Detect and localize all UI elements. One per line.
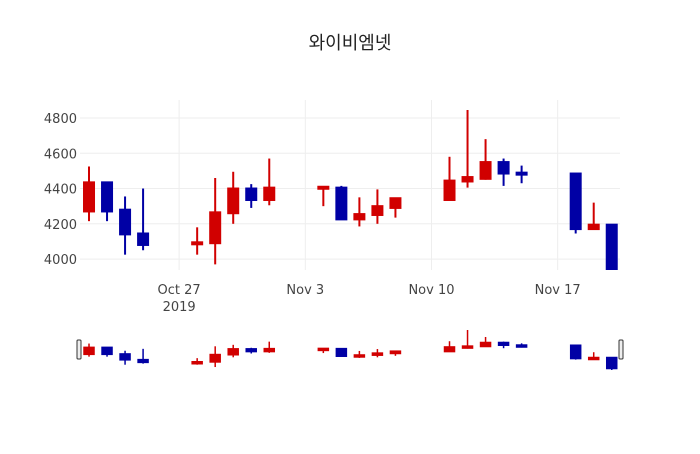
candle-body <box>227 187 240 215</box>
range-slider[interactable] <box>76 330 624 370</box>
candle-body <box>101 181 114 213</box>
candle-body <box>209 211 222 245</box>
slider-candle-body <box>497 341 510 346</box>
x-tick-label: Nov 3 <box>286 283 324 298</box>
candle-body <box>371 205 384 216</box>
candle-body <box>335 186 348 221</box>
slider-candle-body <box>227 348 239 356</box>
slider-candle-body <box>317 347 330 352</box>
slider-candle-body <box>119 353 131 361</box>
candle-body <box>569 172 582 231</box>
slider-handle-right[interactable] <box>618 339 624 360</box>
candle-body <box>83 181 96 213</box>
slider-candle-body <box>479 341 492 348</box>
y-tick-label: 4600 <box>44 147 77 162</box>
slider-candle-body <box>569 344 582 360</box>
candle-body <box>245 187 258 201</box>
candle-body <box>389 197 402 209</box>
x-tick-label: Nov 10 <box>408 283 454 298</box>
slider-candle-body <box>515 344 528 348</box>
slider-candle-body <box>605 356 618 370</box>
x-tick-label: Nov 17 <box>535 283 581 298</box>
x-axis: Oct 27 2019 Nov 3 Nov 10 Nov 17 <box>158 283 581 315</box>
candle-body <box>497 161 510 175</box>
candle-body <box>263 186 276 201</box>
candle-body <box>515 171 528 176</box>
candle-body <box>119 208 132 236</box>
candle-body <box>443 179 456 201</box>
candle-body <box>317 185 330 190</box>
y-tick-label: 4800 <box>44 112 77 127</box>
y-tick-label: 4000 <box>44 253 77 268</box>
slider-candle-body <box>245 348 257 353</box>
slider-candle-body <box>389 350 402 355</box>
slider-candle-body <box>443 346 456 353</box>
slider-candle-body <box>191 360 203 365</box>
x-tick-label: Oct 27 <box>158 283 201 298</box>
candle-body <box>461 176 474 183</box>
candle-body <box>353 213 366 221</box>
slider-handle-left[interactable] <box>76 339 82 360</box>
candle-body <box>605 223 618 270</box>
y-tick-label: 4200 <box>44 218 77 233</box>
candle-body <box>137 232 150 246</box>
slider-candle-body <box>461 345 474 349</box>
gridlines <box>80 100 620 270</box>
x-tick-sublabel: 2019 <box>163 300 196 315</box>
candle-body <box>191 241 204 246</box>
y-tick-label: 4400 <box>44 183 77 198</box>
slider-candle-body <box>209 353 221 363</box>
candle-body <box>479 161 492 180</box>
candle-body <box>587 223 600 231</box>
slider-candle-body <box>335 347 348 357</box>
chart-title: 와이비엠넷 <box>309 33 392 54</box>
y-axis: 4000 4200 4400 4600 4800 <box>44 112 77 268</box>
slider-candle-body <box>101 346 113 356</box>
slider-candle-body <box>371 352 384 356</box>
candles <box>83 110 618 270</box>
slider-candle-body <box>83 346 95 356</box>
slider-candle-body <box>263 347 276 353</box>
slider-candle-body <box>587 356 600 361</box>
slider-candle-body <box>353 354 366 358</box>
slider-candle-body <box>137 358 149 364</box>
